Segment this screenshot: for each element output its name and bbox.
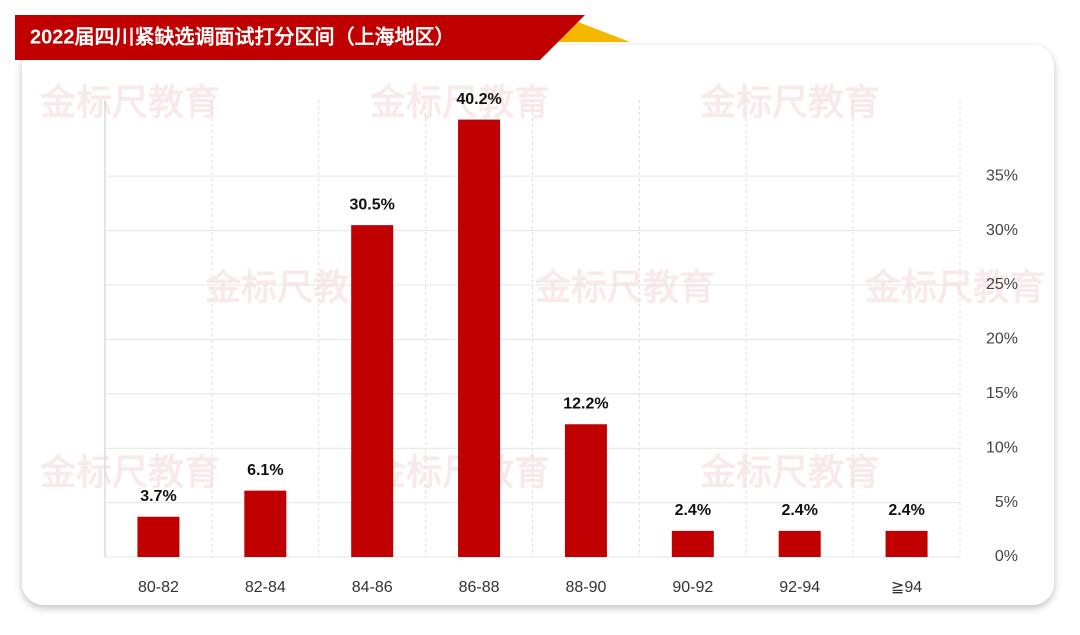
watermark: 金标尺教育 — [369, 82, 550, 123]
y-tick-label: 20% — [986, 331, 1018, 348]
data-label: 30.5% — [350, 196, 395, 213]
y-tick-label: 10% — [986, 439, 1018, 456]
x-tick-label: ≧94 — [891, 579, 922, 596]
y-tick-label: 15% — [986, 385, 1018, 402]
x-tick-label: 82-84 — [245, 579, 286, 596]
x-tick-label: 86-88 — [459, 579, 500, 596]
watermark: 金标尺教育 — [39, 452, 220, 493]
y-tick-label: 5% — [995, 494, 1018, 511]
watermark: 金标尺教育 — [699, 82, 880, 123]
y-tick-label: 30% — [986, 222, 1018, 239]
data-label: 40.2% — [456, 91, 501, 108]
x-tick-label: 90-92 — [672, 579, 713, 596]
card — [22, 45, 1054, 605]
title-banner — [15, 15, 585, 60]
watermark: 金标尺教育 — [699, 452, 880, 493]
watermark: 金标尺教育 — [534, 267, 715, 308]
watermark: 金标尺教育 — [864, 267, 1045, 308]
data-label: 2.4% — [781, 502, 817, 519]
bar — [244, 490, 287, 557]
data-label: 2.4% — [675, 502, 711, 519]
bar — [778, 530, 821, 557]
y-tick-label: 25% — [986, 276, 1018, 293]
x-tick-label: 80-82 — [138, 579, 179, 596]
bar — [564, 424, 607, 557]
watermark: 金标尺教育 — [39, 82, 220, 123]
bar — [885, 530, 928, 557]
data-label: 2.4% — [888, 502, 924, 519]
y-tick-label: 0% — [995, 548, 1018, 565]
chart-title: 2022届四川紧缺选调面试打分区间（上海地区） — [30, 24, 455, 48]
y-tick-label: 35% — [986, 167, 1018, 184]
data-label: 6.1% — [247, 462, 283, 479]
data-label: 12.2% — [563, 395, 608, 412]
bar — [351, 225, 394, 557]
x-tick-label: 92-94 — [779, 579, 820, 596]
data-label: 3.7% — [140, 488, 176, 505]
bar — [458, 119, 501, 557]
x-tick-label: 88-90 — [565, 579, 606, 596]
x-tick-label: 84-86 — [352, 579, 393, 596]
bar — [671, 530, 714, 557]
bar — [137, 516, 180, 557]
plot: 0% 5% 10% 15% 20% 25% 30% 35% 80-82 3.7% 82-84 6.1%… — [104, 91, 1018, 596]
